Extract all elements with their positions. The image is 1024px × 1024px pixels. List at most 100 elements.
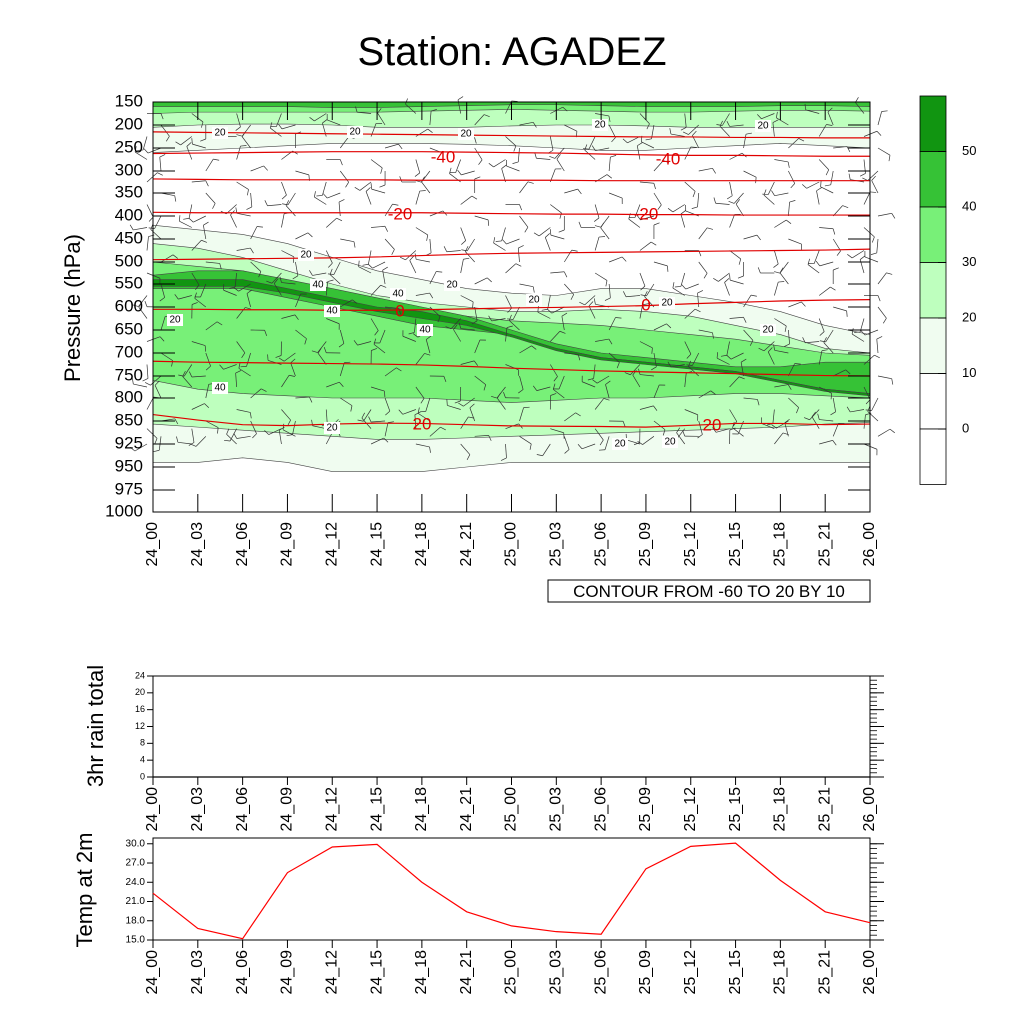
wind-barb-flag: [468, 416, 475, 419]
wind-barb: [743, 170, 757, 178]
wind-barb-flag: [682, 131, 689, 135]
wind-barb-flag: [224, 439, 231, 442]
wind-barb-flag: [174, 195, 177, 202]
wind-barb-flag: [275, 355, 282, 358]
wind-barb-flag: [235, 126, 241, 131]
wind-barb-flag: [368, 416, 372, 423]
wind-barb: [205, 192, 216, 204]
wind-barb: [639, 341, 653, 349]
humidity-contour-label: 20: [664, 437, 676, 448]
wind-barb: [715, 428, 730, 433]
wind-barb: [596, 375, 610, 384]
wind-barb-flag: [876, 131, 882, 136]
humidity-contour-label: 20: [528, 295, 540, 306]
wind-barb-flag: [226, 428, 230, 435]
rain-y-axis-label: 3hr rain total: [83, 665, 108, 787]
wind-barb-flag: [414, 411, 421, 416]
wind-barb: [182, 376, 193, 388]
temperature-panel: 15.0 18.0 21.0 24.0 27.0 30.0 24_00 24_03 24_06 2…: [126, 837, 884, 995]
wind-barb-flag: [680, 210, 686, 215]
wind-barb-flag: [653, 405, 658, 411]
wind-barb: [743, 234, 758, 240]
wind-barb: [833, 369, 846, 377]
wind-barb: [698, 261, 708, 274]
wind-barb-flag: [786, 219, 792, 224]
wind-barb-flag: [473, 360, 479, 366]
wind-barb-flag: [495, 240, 502, 242]
wind-barb-flag: [591, 145, 596, 151]
wind-barb-flag: [256, 226, 263, 228]
wind-barb: [134, 443, 148, 452]
wind-barb: [813, 250, 820, 264]
wind-barb: [697, 192, 700, 207]
wind-barb-flag: [474, 137, 477, 144]
wind-barb-flag: [778, 281, 785, 283]
wind-barb-flag: [512, 161, 519, 164]
wind-barb-flag: [771, 190, 775, 196]
wind-barb: [205, 321, 218, 331]
wind-barb-flag: [680, 127, 687, 131]
wind-barb: [236, 212, 251, 217]
wind-barb: [405, 250, 417, 261]
wind-barb-flag: [353, 340, 358, 346]
wind-barb: [154, 385, 162, 399]
wind-barb: [715, 202, 730, 205]
wind-barb: [339, 136, 349, 149]
wind-barb: [809, 409, 820, 420]
wind-barb: [639, 241, 652, 251]
contour-labels-layer: -40 -40 -20 -20 0 0 20 20 20 20 20 20 20 20 40 40 40 40 20…: [167, 119, 776, 450]
wind-barb-flag: [771, 424, 777, 429]
x-tick-label: 25_03: [548, 950, 565, 995]
wind-barb-flag: [361, 412, 365, 419]
wind-barb-flag: [282, 423, 285, 430]
wind-barb: [415, 353, 425, 365]
wind-barb-flag: [750, 294, 757, 297]
humidity-label-bg: [167, 314, 183, 326]
x-tick-label: 25_09: [637, 787, 654, 832]
y-tick-label: 800: [115, 387, 143, 406]
wind-barb-flag: [552, 383, 556, 390]
wind-barb: [322, 181, 327, 196]
wind-barb-flag: [160, 113, 164, 120]
wind-barb: [877, 272, 887, 285]
wind-barb-flag: [508, 314, 512, 321]
wind-barb-flag: [461, 240, 466, 245]
wind-barb-flag: [549, 229, 552, 236]
wind-barb: [474, 306, 478, 321]
wind-barb: [827, 111, 834, 126]
wind-barb-flag: [802, 184, 807, 189]
wind-barb: [672, 204, 685, 213]
wind-barb-flag: [465, 246, 469, 252]
wind-barb-flag: [550, 393, 557, 396]
wind-barb-flag: [816, 187, 822, 192]
wind-barb-flag: [273, 278, 279, 284]
wind-barb: [493, 159, 506, 168]
temperature-contour-label: -20: [634, 204, 659, 223]
wind-barb: [830, 170, 834, 185]
wind-barb-flag: [558, 229, 565, 233]
temperature-contour-label: 20: [703, 415, 722, 434]
wind-barb: [877, 147, 891, 156]
wind-barb-flag: [174, 294, 179, 300]
wind-barb: [774, 219, 787, 228]
wind-barb-flag: [488, 435, 492, 441]
wind-barb: [653, 160, 664, 172]
x-tick-label: 24_18: [413, 787, 430, 832]
x-tick-label: 25_12: [682, 950, 699, 995]
wind-barb: [203, 225, 207, 240]
wind-barb-flag: [398, 143, 403, 150]
wind-barb: [716, 357, 730, 365]
wind-barb-flag: [819, 331, 825, 336]
x-tick-label: 26_00: [861, 522, 878, 567]
y-tick-label: 650: [115, 319, 143, 338]
wind-barb: [653, 384, 660, 399]
wind-barb: [505, 136, 517, 147]
wind-barb: [402, 409, 416, 415]
wind-barb: [505, 263, 517, 274]
wind-barb-flag: [488, 315, 493, 322]
wind-barb-flag: [605, 380, 611, 385]
wind-barb: [314, 196, 327, 205]
wind-barb-flag: [377, 108, 382, 114]
wind-barb: [743, 294, 752, 308]
wind-barb: [276, 113, 282, 127]
